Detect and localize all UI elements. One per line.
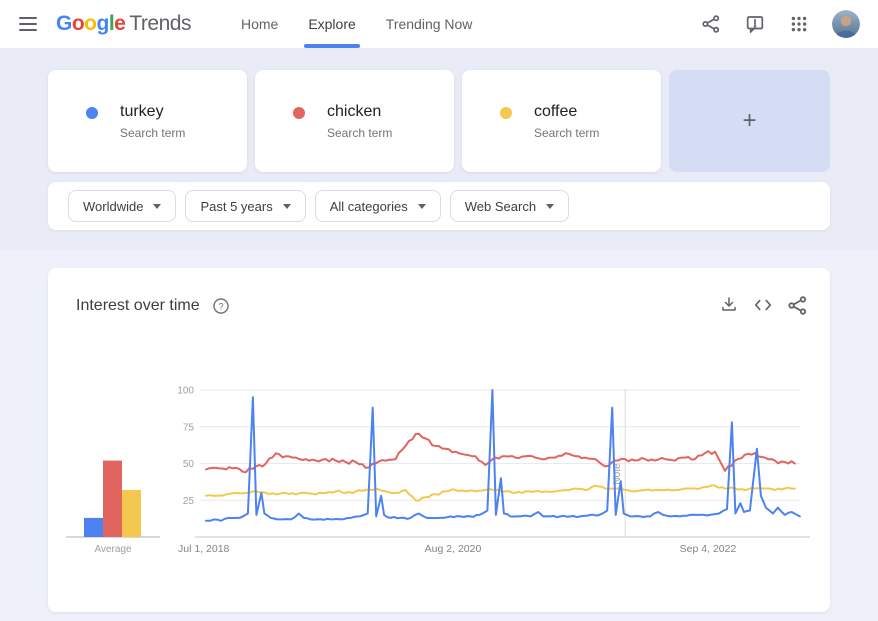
interest-over-time-panel: Interest over time ? Average 25 50 75 100 Ju…: [48, 268, 830, 612]
logo-letter: o: [84, 12, 97, 35]
svg-text:Jul 1, 2018: Jul 1, 2018: [178, 543, 230, 555]
svg-text:50: 50: [183, 459, 195, 470]
term-subtitle: Search term: [120, 125, 186, 140]
embed-icon[interactable]: [752, 294, 774, 316]
svg-text:75: 75: [183, 422, 195, 433]
interest-over-time-line-chart[interactable]: 25 50 75 100 Jul 1, 2018 Aug 2, 2020 Sep 4, 20…: [168, 386, 810, 562]
term-name: coffee: [534, 102, 578, 120]
filter-search-type-dropdown[interactable]: Web Search: [449, 190, 570, 222]
svg-text:Aug 2, 2020: Aug 2, 2020: [425, 543, 482, 555]
feedback-icon[interactable]: [744, 13, 766, 35]
term-card-turkey[interactable]: turkey Search term: [48, 70, 247, 172]
filter-region-dropdown[interactable]: Worldwide: [68, 190, 177, 222]
term-name: turkey: [120, 102, 164, 120]
chevron-down-icon: [153, 203, 162, 209]
share-icon[interactable]: [786, 294, 808, 316]
nav-links: Home Explore Trending Now: [241, 0, 472, 48]
google-trends-logo[interactable]: Google Trends: [56, 12, 191, 36]
term-subtitle: Search term: [534, 125, 600, 140]
filter-time-dropdown[interactable]: Past 5 years: [185, 190, 306, 222]
avatar[interactable]: [832, 10, 860, 38]
svg-text:?: ?: [218, 301, 223, 312]
add-comparison-button[interactable]: +: [669, 70, 830, 172]
logo-letter: g: [96, 12, 110, 35]
top-navbar: Google Trends Home Explore Trending Now: [0, 0, 878, 48]
series-color-dot: [293, 107, 305, 119]
svg-text:100: 100: [177, 386, 194, 397]
download-icon[interactable]: [718, 294, 740, 316]
series-color-dot: [500, 107, 512, 119]
share-icon[interactable]: [700, 13, 722, 35]
term-card-chicken[interactable]: chicken Search term: [255, 70, 454, 172]
logo-letter: l: [108, 12, 115, 35]
filter-label: All categories: [329, 198, 408, 214]
filter-category-dropdown[interactable]: All categories: [314, 190, 441, 222]
google-apps-icon[interactable]: [788, 13, 810, 35]
panel-header: Interest over time ?: [76, 295, 232, 317]
svg-text:Average: Average: [94, 544, 132, 555]
nav-item-explore[interactable]: Explore: [304, 0, 361, 48]
chart-actions: [718, 294, 808, 316]
logo-suffix: Trends: [129, 12, 191, 35]
term-subtitle: Search term: [327, 125, 393, 140]
logo-letter: o: [71, 12, 85, 35]
help-icon[interactable]: ?: [210, 295, 232, 317]
series-color-dot: [86, 107, 98, 119]
plus-icon: +: [742, 107, 757, 134]
svg-text:Sep 4, 2022: Sep 4, 2022: [680, 543, 737, 555]
nav-item-home[interactable]: Home: [240, 16, 279, 32]
comparison-cards: turkey Search term chicken Search term c…: [48, 70, 830, 172]
filter-label: Web Search: [464, 198, 537, 214]
average-bar-chart: Average: [66, 460, 160, 555]
menu-icon[interactable]: [16, 12, 40, 36]
chevron-down-icon: [546, 203, 555, 209]
chevron-down-icon: [417, 203, 426, 209]
term-name: chicken: [327, 102, 382, 120]
nav-item-trending-now[interactable]: Trending Now: [385, 16, 473, 32]
logo-letter: e: [114, 12, 126, 35]
svg-text:Note: Note: [612, 463, 623, 485]
term-card-coffee[interactable]: coffee Search term: [462, 70, 661, 172]
navbar-actions: [700, 10, 860, 38]
chevron-down-icon: [282, 203, 291, 209]
logo-letter: G: [56, 12, 72, 35]
svg-text:25: 25: [183, 496, 195, 507]
filter-label: Worldwide: [83, 198, 144, 214]
panel-title: Interest over time: [76, 297, 200, 314]
filter-bar: Worldwide Past 5 years All categories We…: [48, 182, 830, 230]
filter-label: Past 5 years: [200, 198, 273, 214]
